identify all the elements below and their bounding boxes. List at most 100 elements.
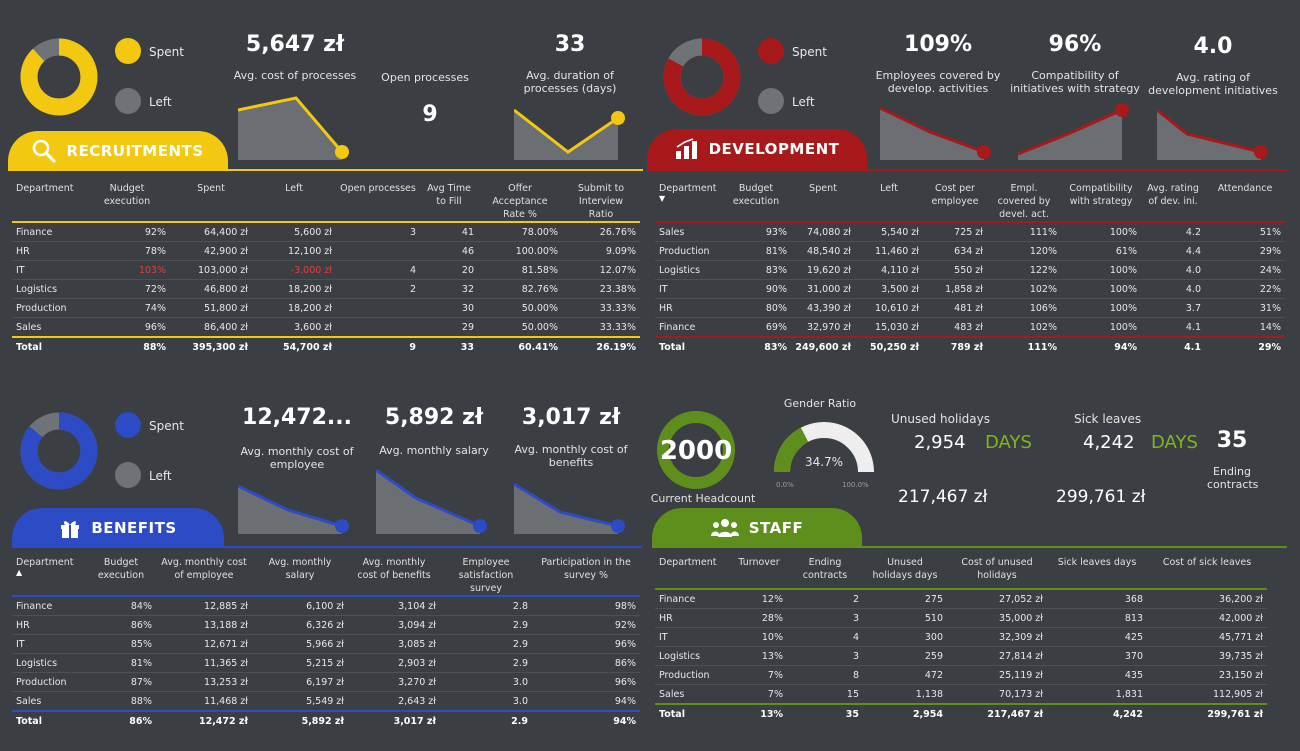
table-row[interactable]: HR 86% 13,188 zł 6,326 zł 3,094 zł 2.9 92% — [12, 615, 640, 635]
table-cell: 96% — [84, 317, 170, 338]
column-header[interactable]: Spent — [170, 182, 252, 223]
column-header[interactable]: Submit to Interview Ratio — [562, 182, 640, 223]
sort-ascending-icon[interactable]: ▲ — [16, 568, 23, 577]
table-row[interactable]: Sales 88% 11,468 zł 5,549 zł 2,643 zł 3.0 94% — [12, 691, 640, 712]
column-header[interactable]: Participation in the survey % — [532, 556, 640, 597]
row-label: Finance — [655, 589, 731, 609]
table-row[interactable]: Production 81% 48,540 zł 11,460 zł 634 zł 120… — [655, 241, 1285, 261]
column-header[interactable]: Nudget execution — [84, 182, 170, 223]
legend-left-dot — [758, 88, 784, 114]
row-label: IT — [12, 260, 84, 280]
table-row[interactable]: Production 74% 51,800 zł 18,200 zł 30 50.00% 3… — [12, 298, 640, 318]
column-header[interactable]: Left — [855, 182, 923, 223]
column-header[interactable]: Avg. monthly cost of benefits — [348, 556, 440, 597]
column-header[interactable]: Avg Time to Fill — [420, 182, 478, 223]
column-header[interactable]: Budget execution — [86, 556, 156, 597]
tab-staff[interactable]: STAFF — [652, 508, 862, 548]
column-header[interactable]: Cost per employee — [923, 182, 987, 223]
table-cell: 50.00% — [478, 317, 562, 338]
table-row[interactable]: Sales 96% 86,400 zł 3,600 zł 29 50.00% 33.33% — [12, 317, 640, 338]
column-header[interactable]: Left — [252, 182, 336, 223]
table-row[interactable]: IT 10% 4 300 32,309 zł 425 45,771 zł — [655, 627, 1267, 647]
column-header[interactable]: Employee satisfaction survey — [440, 556, 532, 597]
table-row[interactable]: IT 103% 103,000 zł -3,000 zł 4 20 81.58% 12.07% — [12, 260, 640, 280]
column-header[interactable]: Spent — [791, 182, 855, 223]
tab-development-label: DEVELOPMENT — [708, 140, 840, 158]
column-header[interactable]: Turnover — [731, 556, 787, 590]
table-row[interactable]: Finance 12% 2 275 27,052 zł 368 36,200 zł — [655, 589, 1267, 609]
table-row[interactable]: Sales 93% 74,080 zł 5,540 zł 725 zł 111% 100% 4… — [655, 222, 1285, 242]
development-rating-sparkline — [1157, 108, 1268, 160]
column-header[interactable]: Unused holidays days — [863, 556, 947, 590]
tab-development[interactable]: DEVELOPMENT — [647, 129, 867, 169]
table-cell: 94% — [532, 691, 640, 712]
table-cell: 22% — [1205, 279, 1285, 299]
recruitment-table: Department Nudget execution Spent Left Open … — [12, 182, 640, 356]
column-header[interactable]: Avg. monthly salary — [252, 556, 348, 597]
table-row[interactable]: Finance 92% 64,400 zł 5,600 zł 3 41 78.00% 26.7… — [12, 222, 640, 242]
table-row[interactable]: Finance 69% 32,970 zł 15,030 zł 483 zł 102% 10… — [655, 317, 1285, 338]
table-row[interactable]: Logistics 72% 46,800 zł 18,200 zł 2 32 82.76% 2… — [12, 279, 640, 299]
table-cell: 23.38% — [562, 279, 640, 299]
row-label: IT — [12, 634, 86, 654]
table-row[interactable]: HR 28% 3 510 35,000 zł 813 42,000 zł — [655, 608, 1267, 628]
table-cell: 5,892 zł — [301, 715, 344, 727]
table-cell: 299,761 zł — [1207, 708, 1263, 720]
table-total-row[interactable]: Total 13% 35 2,954 217,467 zł 4,242 299,761 zł — [655, 704, 1267, 723]
column-header[interactable]: Department — [12, 182, 84, 223]
column-header[interactable]: Open processes — [336, 182, 420, 223]
table-cell: 395,300 zł — [192, 341, 248, 353]
column-header[interactable]: Department ▲ — [12, 556, 86, 597]
table-total-row[interactable]: Total 88% 395,300 zł 54,700 zł 9 33 60.41% 26.1… — [12, 337, 640, 356]
table-cell: 42,900 zł — [170, 241, 252, 261]
table-row[interactable]: Production 87% 13,253 zł 6,197 zł 3,270 zł 3.… — [12, 672, 640, 692]
column-header[interactable]: Department ▼ — [655, 182, 721, 223]
table-row[interactable]: Logistics 81% 11,365 zł 5,215 zł 2,903 zł 2.9… — [12, 653, 640, 673]
column-header[interactable]: Avg. monthly cost of employee — [156, 556, 252, 597]
kpi-employees-covered-label: Employees covered by develop. activities — [875, 69, 1001, 95]
table-cell: 78.00% — [478, 222, 562, 242]
table-cell: 83% — [721, 260, 791, 280]
table-cell: 27,052 zł — [947, 589, 1047, 609]
table-cell: 29 — [420, 317, 478, 338]
table-total-row[interactable]: Total 86% 12,472 zł 5,892 zł 3,017 zł 2.9 94% — [12, 711, 640, 730]
column-header[interactable]: Cost of sick leaves — [1147, 556, 1267, 590]
legend-spent-dot — [758, 38, 784, 64]
column-header[interactable]: Ending contracts — [787, 556, 863, 590]
table-row[interactable]: Sales 7% 15 1,138 70,173 zł 1,831 112,905 zł — [655, 684, 1267, 705]
table-total-row[interactable]: Total 83% 249,600 zł 50,250 zł 789 zł 111% 94%… — [655, 337, 1285, 356]
table-row[interactable]: IT 90% 31,000 zł 3,500 zł 1,858 zł 102% 100% 4.… — [655, 279, 1285, 299]
table-cell — [336, 317, 420, 338]
column-header[interactable]: Attendance — [1205, 182, 1285, 223]
table-row[interactable]: HR 78% 42,900 zł 12,100 zł 46 100.00% 9.09% — [12, 241, 640, 261]
table-cell: 111% — [1027, 341, 1057, 353]
table-cell: 6,100 zł — [252, 596, 348, 616]
table-cell: 50.00% — [478, 298, 562, 318]
table-cell: 5,966 zł — [252, 634, 348, 654]
table-cell: 36,200 zł — [1147, 589, 1267, 609]
table-cell: 96% — [532, 672, 640, 692]
kpi-duration-label: Avg. duration of processes (days) — [523, 69, 617, 95]
table-cell: 4.0 — [1141, 279, 1205, 299]
column-header[interactable]: Cost of unused holidays — [947, 556, 1047, 590]
table-cell: 28% — [731, 608, 787, 628]
sort-descending-icon[interactable]: ▼ — [659, 194, 666, 203]
table-row[interactable]: Finance 84% 12,885 zł 6,100 zł 3,104 zł 2.8 98… — [12, 596, 640, 616]
table-row[interactable]: HR 80% 43,390 zł 10,610 zł 481 zł 106% 100% 3.7… — [655, 298, 1285, 318]
column-header[interactable]: Sick leaves days — [1047, 556, 1147, 590]
table-row[interactable]: Logistics 83% 19,620 zł 4,110 zł 550 zł 122% 1… — [655, 260, 1285, 280]
table-row[interactable]: IT 85% 12,671 zł 5,966 zł 3,085 zł 2.9 96% — [12, 634, 640, 654]
tab-benefits[interactable]: BENEFITS — [12, 508, 224, 548]
column-header[interactable]: Offer Acceptance Rate % — [478, 182, 562, 223]
column-header[interactable]: Empl. covered by devel. act. — [987, 182, 1061, 223]
column-header[interactable]: Avg. rating of dev. ini. — [1141, 182, 1205, 223]
column-header[interactable]: Department — [655, 556, 731, 590]
column-header[interactable]: Budget execution — [721, 182, 791, 223]
column-header[interactable]: Compatibility with strategy — [1061, 182, 1141, 223]
tab-recruitments[interactable]: RECRUITMENTS — [8, 131, 228, 171]
table-cell: 5,600 zł — [252, 222, 336, 242]
table-row[interactable]: Logistics 13% 3 259 27,814 zł 370 39,735 zł — [655, 646, 1267, 666]
table-row[interactable]: Production 7% 8 472 25,119 zł 435 23,150 zł — [655, 665, 1267, 685]
table-cell: 32,970 zł — [791, 317, 855, 338]
gender-ratio-min: 0.0% — [776, 481, 794, 489]
